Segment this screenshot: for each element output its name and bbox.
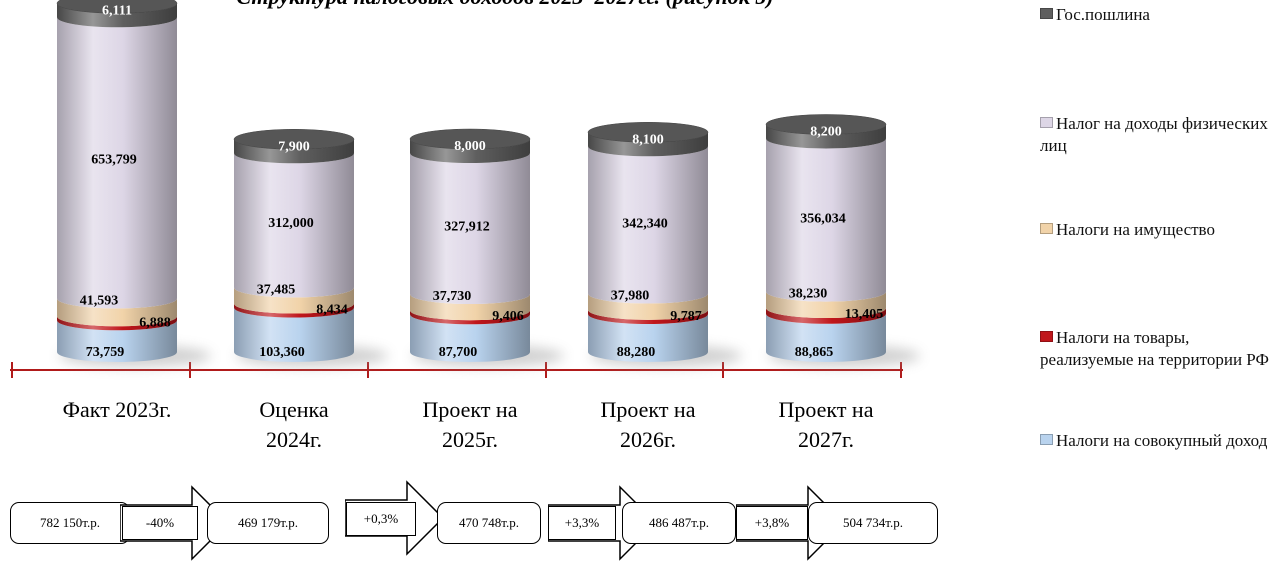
data-label: 87,700 (439, 345, 478, 360)
legend-item-ndfl: Налог на доходы физических лиц (1040, 113, 1272, 157)
data-label: 8,200 (810, 124, 842, 139)
category-label-line: Проект на (423, 397, 518, 422)
legend-label: Налоги на товары, реализуемые на террито… (1040, 328, 1269, 369)
category-label: Проект на 2027г. (779, 397, 874, 452)
legend-item-goods: Налоги на товары, реализуемые на террито… (1040, 327, 1272, 371)
total-box-2025: 470 748т.р. (437, 502, 541, 544)
change-label-2025: +0,3% (346, 502, 416, 536)
data-label: 342,340 (622, 216, 668, 231)
legend-swatch-icon (1040, 117, 1053, 128)
bar-segment (234, 153, 354, 298)
bar-segment (410, 139, 530, 164)
legend-swatch-icon (1040, 223, 1053, 234)
bar-segment (410, 153, 530, 305)
bar-segment (57, 320, 177, 362)
bar-segment (766, 124, 886, 149)
data-label: 9,787 (670, 309, 702, 324)
data-label: 73,759 (86, 345, 125, 360)
category-label-line: Проект на (601, 397, 696, 422)
legend-swatch-icon (1040, 434, 1053, 445)
bar-segment (410, 314, 530, 362)
cylinder-top-cap (587, 122, 709, 143)
chart-title: Структура налоговых доходов 2023–2027гг.… (0, 0, 1010, 10)
total-box-2023: 782 150т.р. (10, 502, 130, 544)
legend-swatch-icon (1040, 8, 1053, 19)
bar-segment (588, 132, 708, 157)
legend-item-gos-poshlina: Гос.пошлина (1040, 4, 1272, 26)
bar-segment (766, 138, 886, 302)
legend-item-property: Налоги на имущество (1040, 219, 1272, 241)
data-label: 653,799 (91, 152, 137, 167)
bar-segment (410, 310, 530, 325)
data-label: 7,900 (278, 139, 310, 154)
bar-segment (57, 3, 177, 28)
bar-segment (234, 139, 354, 164)
data-label: 6,888 (139, 315, 171, 330)
data-label: 13,405 (845, 307, 884, 322)
legend-item-total-income: Налоги на совокупный доход (1040, 430, 1272, 452)
bar-segment (588, 309, 708, 325)
total-box-2027: 504 734т.р. (808, 502, 938, 544)
cylinder-top-cap (409, 128, 531, 150)
data-label: 88,865 (795, 345, 834, 360)
data-label: 8,000 (454, 139, 486, 154)
bar-segment (234, 307, 354, 362)
bar-segment (57, 17, 177, 309)
data-label: 9,406 (492, 309, 524, 324)
category-label-line: 2026г. (620, 427, 676, 452)
data-label: 41,593 (80, 293, 119, 308)
legend-label: Налоги на совокупный доход (1056, 431, 1268, 450)
data-label: 6,111 (102, 3, 132, 18)
bar-segment (766, 291, 886, 319)
bar-segment (588, 314, 708, 362)
data-label: 38,230 (789, 287, 828, 302)
bar-segment (766, 313, 886, 362)
bar-segment (57, 316, 177, 331)
data-label: 103,360 (259, 345, 305, 360)
cylinder-top-cap (233, 129, 355, 150)
legend-swatch-icon (1040, 331, 1053, 342)
legend-label: Гос.пошлина (1056, 5, 1150, 24)
bar-segment (234, 287, 354, 314)
cylinder-top-cap (765, 114, 887, 135)
data-label: 37,980 (611, 288, 650, 303)
change-label-2026: +3,3% (548, 506, 616, 540)
category-label-line: 2027г. (798, 427, 854, 452)
bar-segment (588, 293, 708, 320)
data-label: 8,434 (316, 303, 348, 318)
category-label-line: Оценка (259, 397, 329, 422)
legend-label: Налог на доходы физических лиц (1040, 114, 1268, 155)
category-label-line: 2024г. (266, 427, 322, 452)
category-label-line: Проект на (779, 397, 874, 422)
data-label: 356,034 (800, 212, 846, 227)
chart-plot: Факт 2023г. Оценка 2024г.Проект на 2025г.Пр… (10, 0, 920, 452)
total-box-2026: 486 487т.р. (622, 502, 736, 544)
change-label-2027: +3,8% (736, 506, 808, 540)
data-label: 327,912 (444, 220, 490, 235)
total-box-2024: 469 179т.р. (207, 502, 329, 544)
legend-label: Налоги на имущество (1056, 220, 1215, 239)
category-label: Проект на 2025г. (423, 397, 518, 452)
change-label-2024: -40% (122, 506, 198, 540)
bar-segment (588, 146, 708, 304)
bar-segment (234, 303, 354, 318)
data-label: 8,100 (632, 132, 664, 147)
cylinder-top-cap (56, 0, 178, 14)
category-label: Проект на 2026г. (601, 397, 696, 452)
data-label: 37,485 (257, 282, 296, 297)
bar-segment (57, 298, 177, 327)
category-label: Факт 2023г. (63, 397, 172, 422)
data-label: 312,000 (268, 216, 314, 231)
bar-segment (766, 308, 886, 324)
category-label-line: 2025г. (442, 427, 498, 452)
category-label: Оценка 2024г. (259, 397, 329, 452)
data-label: 37,730 (433, 289, 472, 304)
data-label: 88,280 (617, 345, 656, 360)
bar-segment (410, 294, 530, 321)
